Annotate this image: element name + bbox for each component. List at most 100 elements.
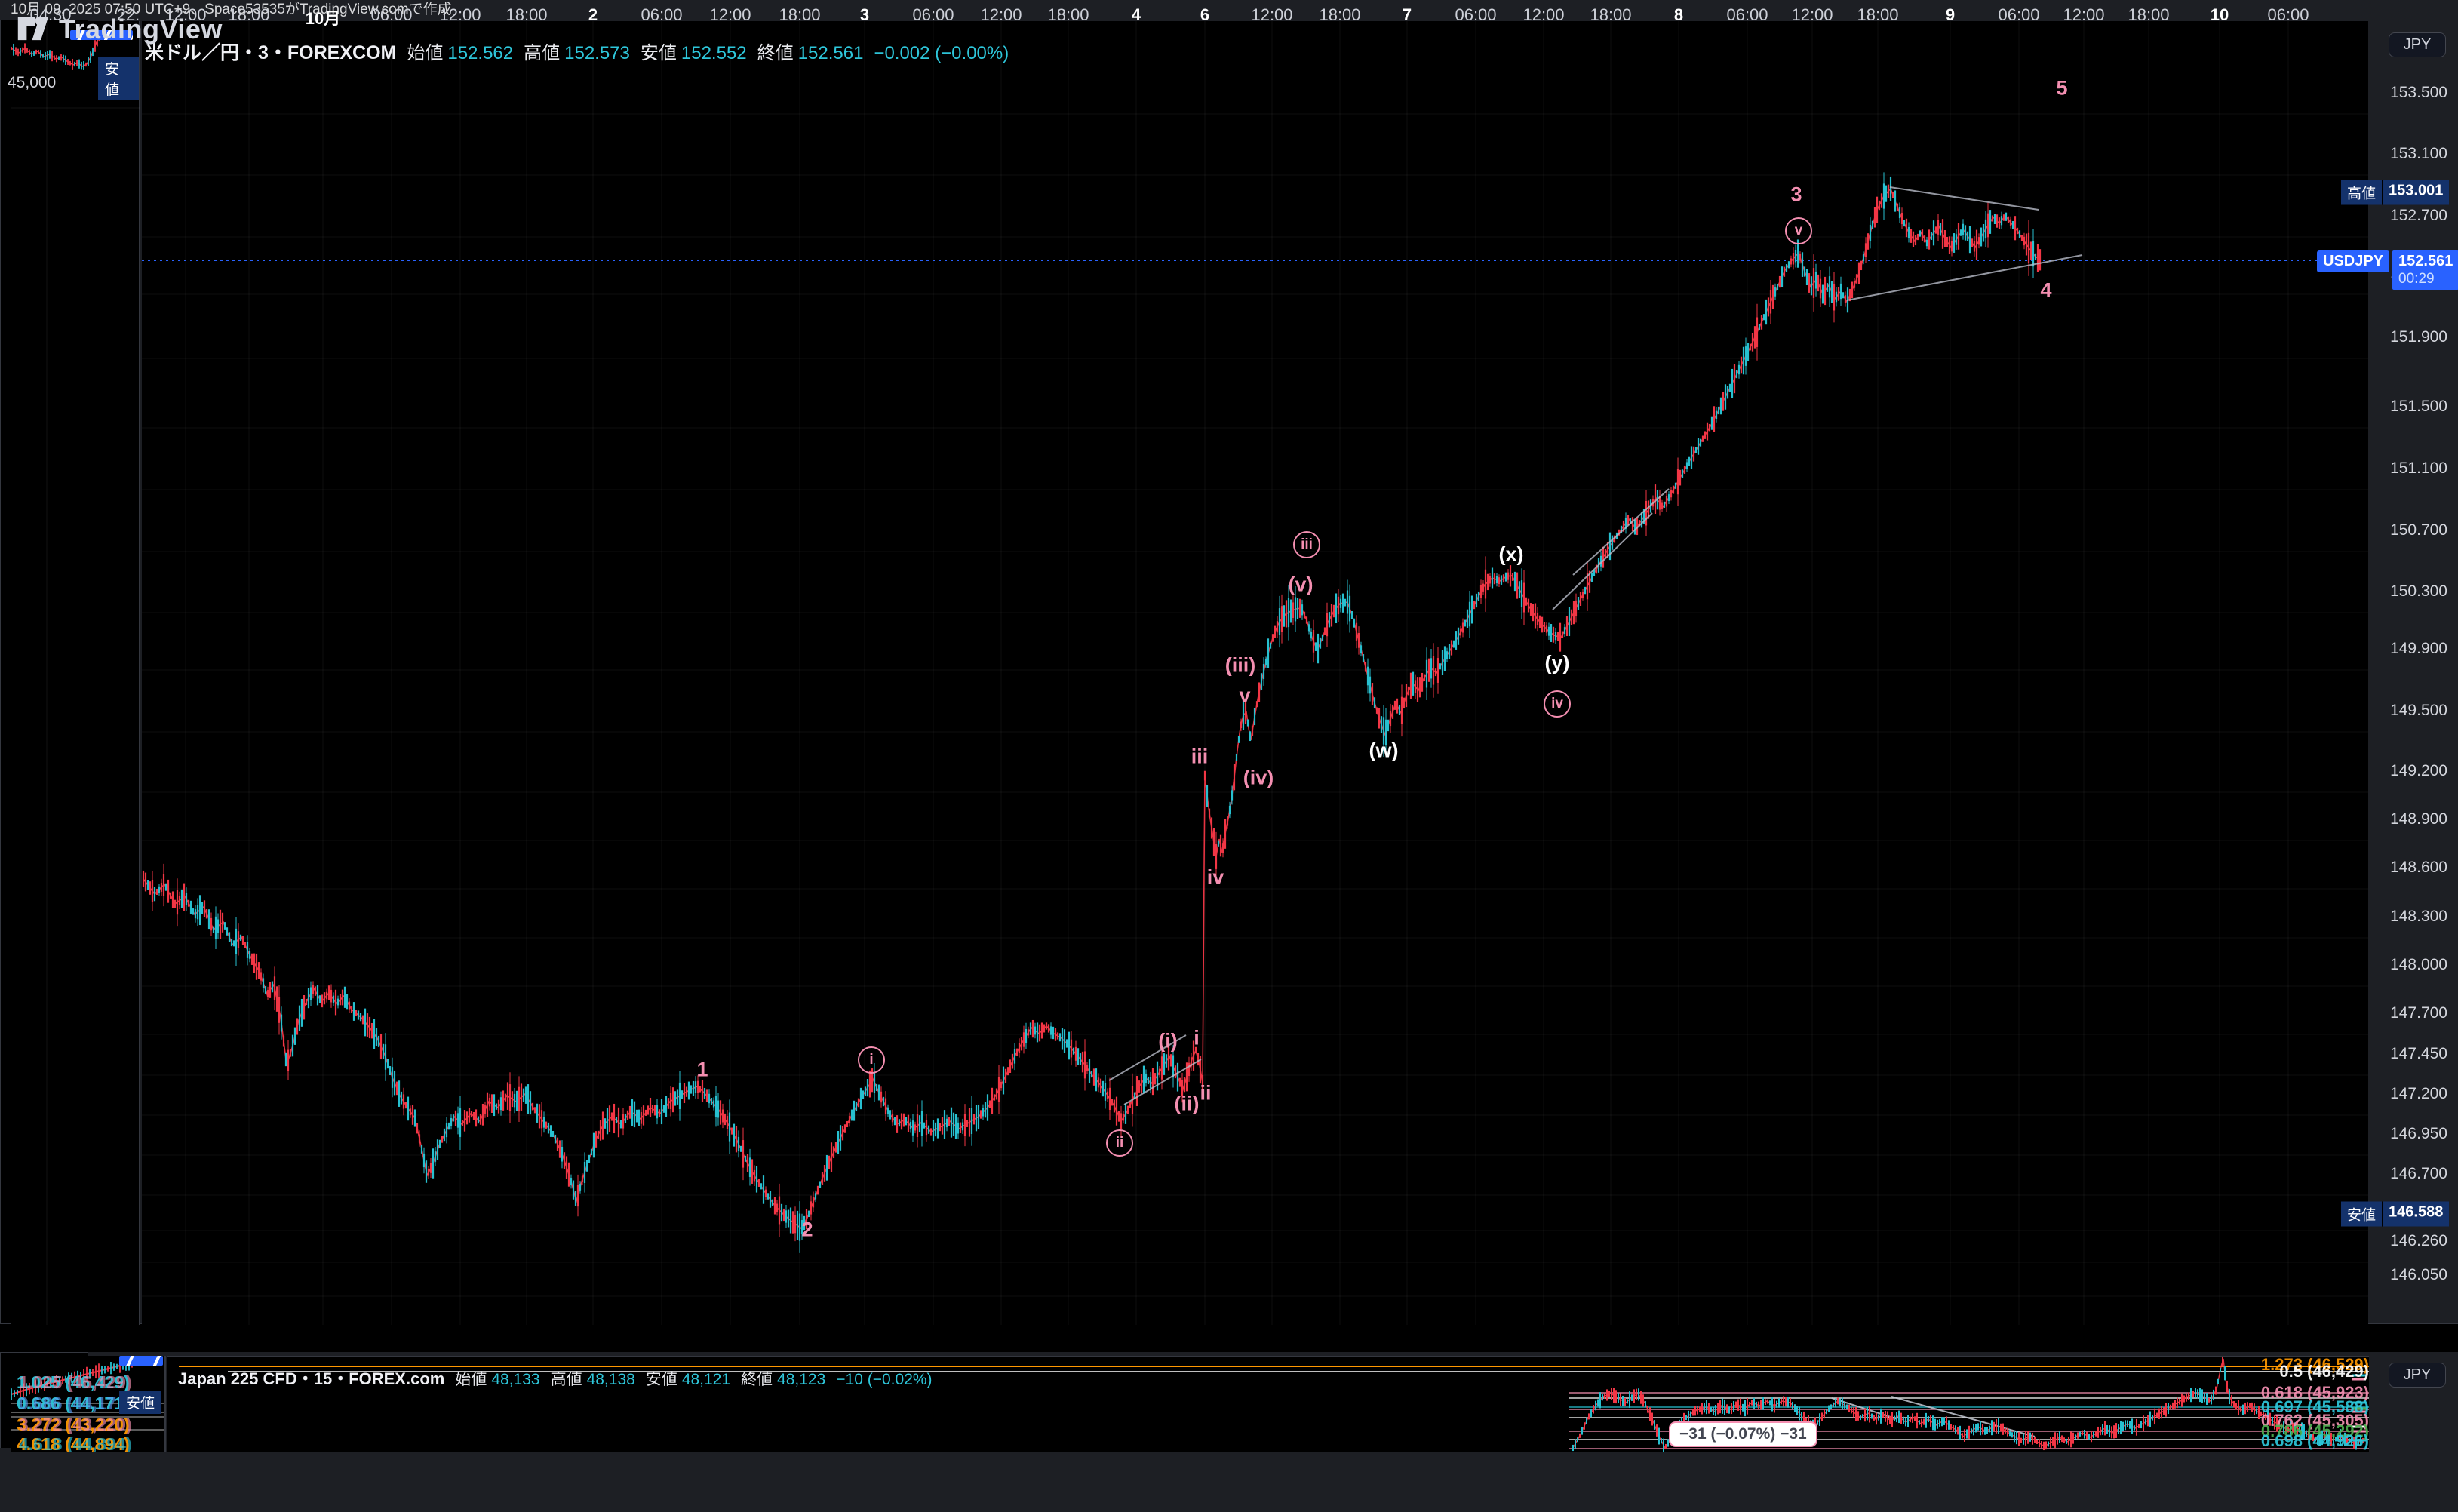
mini-chart-panel[interactable]: 安値 [11,21,140,1325]
lower-symbol-title[interactable]: Japan 225 CFD・15・FOREX.com [178,1369,445,1388]
main-close-value: 152.561 [797,43,864,63]
fib-jumble-text: 4.618 (44,894) [19,1434,132,1452]
session-low-badge: 安値 146.588 [2341,1201,2450,1227]
lower-currency-button[interactable]: JPY [2389,1363,2446,1388]
low-badge-value: 146.588 [2383,1201,2450,1227]
lower-low-label: 安値 [645,1371,677,1388]
time-tick-12:00: 12:00 [709,5,751,24]
main-low-label: 安値 [640,43,677,63]
time-tick-2: 2 [588,5,598,24]
price-tick-147.200: 147.200 [2390,1085,2447,1102]
main-chart-legend[interactable]: 米ドル／円・3・FOREXCOM 始値 152.562 高値 152.573 安値 1… [145,38,1009,65]
mini-lower-low-badge: 安値 [118,1391,161,1414]
wave-label-ii: (ii) [1174,1092,1200,1115]
drawing-blue-bar[interactable] [70,30,133,40]
time-tick-10: 10 [2210,5,2229,24]
current-price-badge: USDJPY 152.561 00:29 [2317,250,2458,290]
price-tick-151.100: 151.100 [2390,459,2447,477]
price-tick-153.500: 153.500 [2390,84,2447,101]
time-tick-12:00: 12:00 [164,5,207,24]
price-tick-147.450: 147.450 [2390,1045,2447,1062]
high-badge-value: 153.001 [2383,180,2450,205]
fib-jumble-text: 4.618 (44,894) [17,1434,130,1452]
fib-jumble-text: 0.686 (44,171) [19,1394,132,1413]
lower-close-value: 48,123 [777,1371,826,1388]
mini-lower-panel[interactable]: 1.025 (46,429) 1.025 (46,429) 0.686 (44,17… [11,1356,166,1452]
lower-chart-panel[interactable]: Japan 225 CFD・15・FOREX.com 始値 48,133 高値 48… [167,1356,2369,1452]
price-tick-152.700: 152.700 [2390,207,2447,224]
wave-label-y: (y) [1544,651,1570,675]
wave-label-v: (v) [1288,573,1313,596]
main-currency-button[interactable]: JPY [2389,32,2446,57]
wave-label-ii: ii [1200,1081,1212,1105]
time-tick-4: 4 [1131,5,1141,24]
time-tick-06:00: 06:00 [1998,5,2040,24]
session-high-badge: 高値 153.001 [2341,180,2450,205]
wave-label-circled-iii: iii [1293,531,1320,558]
time-axis[interactable]: 04:30 22: 12:00 18:00 10月 06:00 12:00 18:00 2 06:… [0,5,2458,1352]
wave-label-5: 5 [2056,76,2068,100]
wave-label-iii: iii [1191,745,1209,768]
wave-label-iv: (iv) [1243,766,1274,789]
mini-chart-canvas [11,21,140,1325]
lower-axis-value: 45,000 [8,74,57,91]
lower-high-value: 48,138 [586,1371,635,1388]
wave-label-3: 3 [1790,183,1802,206]
time-tick-18:00: 18:00 [779,5,821,24]
main-chart-panel[interactable]: 米ドル／円・3・FOREXCOM 始値 152.562 高値 152.573 安値 1… [142,21,2368,1325]
time-tick-06:00: 06:00 [2267,5,2309,24]
attribution-text: 10月 09, 2025 07:50 UTC+9、Space53535がTrad… [11,2,452,17]
price-tick-150.300: 150.300 [2390,582,2447,600]
current-price-symbol: USDJPY [2317,250,2390,272]
time-tick-18:00: 18:00 [1047,5,1089,24]
time-tick-7: 7 [1402,5,1412,24]
price-tick-148.000: 148.000 [2390,956,2447,973]
tradingview-brand-text[interactable]: TradingView [59,14,223,45]
time-tick-6: 6 [1200,5,1210,24]
change-tooltip: −31 (−0.07%) −31 [1669,1421,1817,1447]
time-tick-12:00: 12:00 [1522,5,1565,24]
wave-label-circled-v: v [1785,217,1812,244]
fib-jumble-text: 1.025 (46,429) [19,1372,132,1392]
price-tick-147.700: 147.700 [2390,1004,2447,1022]
price-tick-146.950: 146.950 [2390,1125,2447,1142]
time-tick-12:00: 12:00 [1251,5,1293,24]
fib-jumble-text: 1.025 (46,429) [17,1372,130,1392]
time-tick-18:00: 18:00 [1590,5,1632,24]
time-tick-18:00: 18:00 [2128,5,2170,24]
time-tick-12:00: 12:00 [1791,5,1833,24]
main-close-label: 終値 [757,43,794,63]
fib-label: 1.273 (46,529) [2260,1356,2369,1374]
price-tick-148.300: 148.300 [2390,908,2447,925]
time-tick-06:00: 06:00 [370,5,413,24]
time-tick-12:00: 12:00 [980,5,1022,24]
time-tick-12:00: 12:00 [2063,5,2105,24]
price-tick-149.900: 149.900 [2390,640,2447,657]
attribution-bar: 10月 09, 2025 07:50 UTC+9、Space53535がTrad… [0,0,2458,20]
main-chart-canvas [142,21,2368,1325]
lower-close-label: 終値 [741,1371,773,1388]
fib-label: 0.5 (46,429) [2279,1362,2369,1381]
time-tick-06:00: 06:00 [1455,5,1497,24]
fib-label: 0.786 (45,292) [2260,1421,2369,1440]
main-symbol-title[interactable]: 米ドル／円・3・FOREXCOM [145,42,397,63]
fib-jumble-text: 0.686 (44,171) [17,1394,130,1413]
fib-jumble-text: 3.272 (43,220) [19,1415,132,1434]
fib-label: 0.698 (44,926) [2260,1431,2369,1450]
main-open-label: 始値 [407,43,444,63]
wave-label-v: v [1239,684,1251,707]
time-tick-06:00: 06:00 [912,5,954,24]
time-tick-12:00: 12:00 [439,5,481,24]
price-tick-150.700: 150.700 [2390,521,2447,539]
mini-low-badge: 安値 [98,57,139,100]
main-high-value: 152.573 [564,43,630,63]
low-badge-label: 安値 [2341,1201,2383,1227]
footer-bar: TradingView [0,14,2458,1507]
tradingview-logo-icon[interactable] [17,9,54,47]
wave-label-x: (x) [1498,542,1524,566]
price-tick-153.100: 153.100 [2390,145,2447,162]
wave-label-i: i [1194,1026,1200,1049]
lower-chart-legend[interactable]: Japan 225 CFD・15・FOREX.com 始値 48,133 高値 48… [178,1366,933,1390]
time-tick-3: 3 [859,5,870,24]
main-open-value: 152.562 [447,43,514,63]
